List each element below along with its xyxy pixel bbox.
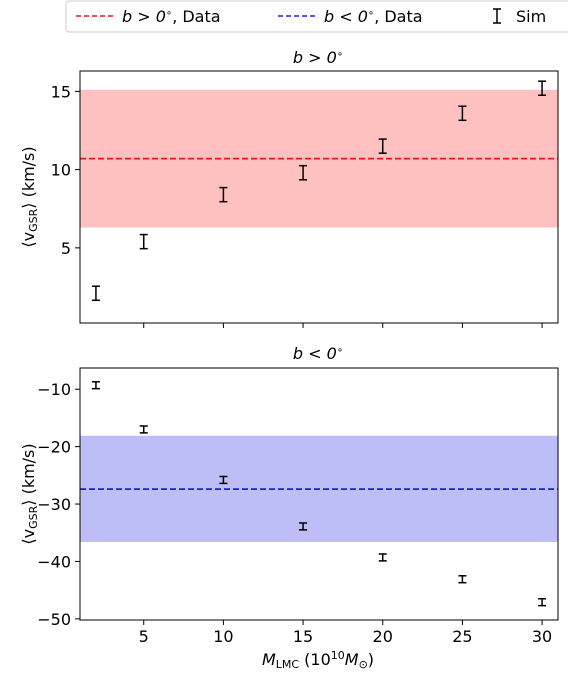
top-ytick-label: 10 bbox=[51, 161, 71, 180]
top-sim-errorbar bbox=[458, 105, 467, 122]
panel-top-frame bbox=[79, 70, 559, 324]
bot-sim-errorbar bbox=[458, 575, 467, 584]
panel-top-title: b > 0∘ bbox=[293, 48, 343, 67]
bot-xtick-label: 10 bbox=[213, 627, 233, 646]
bot-ytick-label: −40 bbox=[37, 552, 71, 571]
top-yticks: 5 10 15 bbox=[51, 82, 80, 258]
top-sim-errorbar bbox=[219, 186, 228, 203]
panel-bottom-title: b < 0∘ bbox=[293, 344, 343, 363]
bot-ytick-label: −10 bbox=[37, 380, 71, 399]
top-band-layer bbox=[80, 89, 558, 228]
panel-bottom-xlabel: MLMC (1010M⊙) bbox=[262, 649, 374, 671]
bot-xticks: 5 10 15 20 25 30 bbox=[139, 620, 552, 646]
panel-bottom-frame bbox=[79, 367, 559, 621]
bot-sim-errorbar bbox=[219, 475, 228, 485]
panel-bottom: b < 0∘ 5 10 15 20 25 30 −10 −20 −30 −40 −50 ⟨vGSR… bbox=[19, 344, 559, 671]
bot-ytick-label: −50 bbox=[37, 610, 71, 629]
legend-label-sim: Sim bbox=[516, 7, 546, 26]
top-points bbox=[91, 80, 547, 302]
panel-bottom-ylabel: ⟨vGSR⟩ (km/s) bbox=[19, 443, 40, 544]
bot-sim-errorbar bbox=[538, 598, 547, 607]
bot-xtick-label: 15 bbox=[293, 627, 313, 646]
top-xticks bbox=[143, 323, 543, 328]
bot-xtick-label: 5 bbox=[139, 627, 149, 646]
top-sim-errorbar bbox=[538, 80, 547, 97]
legend-label-b-pos: b > 0∘, Data bbox=[122, 7, 221, 26]
bot-sim-errorbar bbox=[139, 425, 148, 434]
bot-xtick-label: 25 bbox=[452, 627, 472, 646]
top-sim-errorbar bbox=[299, 164, 308, 181]
legend: b > 0∘, Data b < 0∘, Data Sim bbox=[65, 0, 568, 33]
bot-sim-errorbar bbox=[378, 553, 387, 562]
bot-ytick-label: −20 bbox=[37, 438, 71, 457]
bot-band-layer bbox=[80, 435, 558, 542]
top-ytick-label: 5 bbox=[61, 239, 71, 258]
bot-points bbox=[91, 381, 547, 607]
legend-frame bbox=[65, 0, 568, 33]
panel-top: b > 0∘ 5 10 15 ⟨vGSR⟩ (km/s) bbox=[19, 48, 559, 328]
legend-label-b-neg: b < 0∘, Data bbox=[324, 7, 423, 26]
bot-sim-errorbar bbox=[91, 381, 100, 390]
top-sim-errorbar bbox=[139, 233, 148, 250]
panel-top-ylabel: ⟨vGSR⟩ (km/s) bbox=[19, 146, 40, 247]
bot-sim-errorbar bbox=[299, 522, 308, 531]
top-sim-errorbar bbox=[91, 285, 100, 302]
top-ytick-label: 15 bbox=[51, 82, 71, 101]
bot-ytick-label: −30 bbox=[37, 495, 71, 514]
legend-swatch-sim bbox=[493, 8, 501, 24]
bot-xtick-label: 30 bbox=[532, 627, 552, 646]
bot-yticks: −10 −20 −30 −40 −50 bbox=[37, 380, 80, 629]
top-sim-errorbar bbox=[378, 138, 387, 154]
bot-xtick-label: 20 bbox=[373, 627, 393, 646]
